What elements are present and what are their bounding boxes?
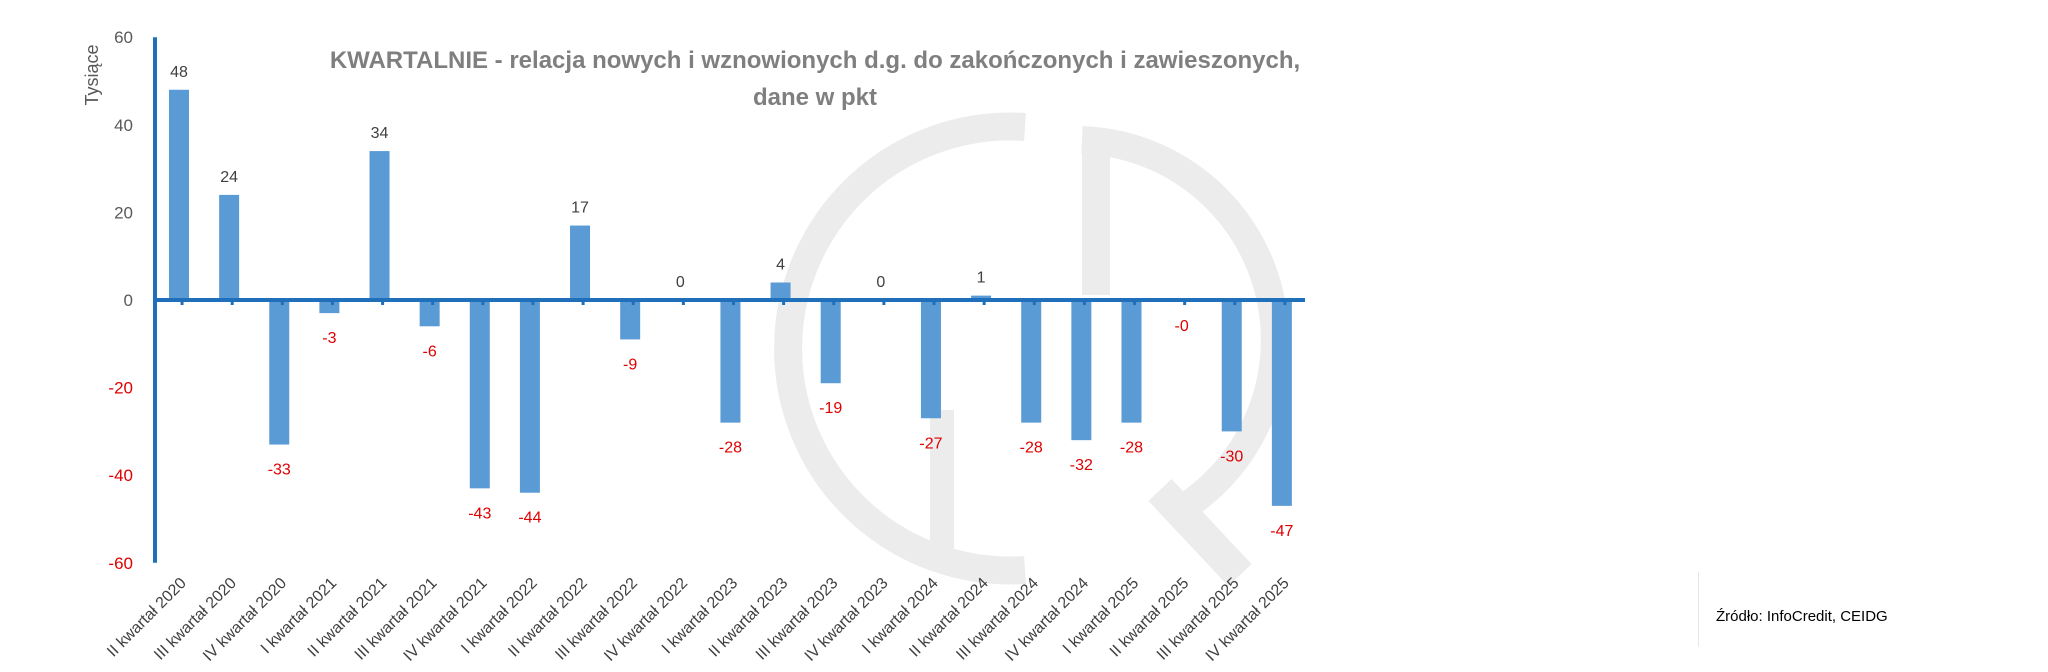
- bar: [1221, 300, 1242, 432]
- bars: [169, 89, 1292, 506]
- data-label: 0: [676, 274, 685, 291]
- bar: [820, 300, 841, 384]
- bar: [169, 89, 189, 300]
- data-label: -27: [919, 435, 942, 452]
- bar: [1121, 300, 1142, 423]
- data-label: -6: [423, 343, 437, 360]
- data-label: 48: [170, 64, 188, 81]
- data-label: 24: [220, 169, 238, 186]
- data-label: -3: [322, 330, 336, 347]
- data-label: 4: [776, 256, 785, 273]
- data-label: -0: [1174, 318, 1188, 335]
- bar: [1271, 300, 1292, 506]
- bar: [570, 225, 591, 300]
- y-tick-label: 40: [114, 116, 133, 135]
- data-label: -43: [468, 505, 491, 522]
- chart-title: KWARTALNIE - relacja nowych i wznowionyc…: [330, 47, 1300, 111]
- bar: [219, 194, 240, 300]
- watermark-logo: [774, 112, 1289, 586]
- bar: [720, 300, 741, 423]
- bar: [770, 282, 791, 300]
- y-axis-ticks: 60 40 20 0 -20 -40 -60: [108, 28, 133, 573]
- bar: [1021, 300, 1042, 423]
- data-label: -44: [518, 510, 541, 527]
- data-label: 1: [977, 270, 986, 287]
- y-axis-label: Tysiące: [82, 44, 102, 105]
- bar: [469, 300, 490, 489]
- y-tick-label: 20: [114, 203, 133, 222]
- bar: [519, 300, 540, 493]
- y-tick-label: -60: [108, 554, 133, 573]
- data-label: -28: [1020, 440, 1043, 457]
- chart-title-line: KWARTALNIE - relacja nowych i wznowionyc…: [330, 47, 1300, 74]
- source-note: Źródło: InfoCredit, CEIDG: [1716, 608, 1888, 625]
- y-tick-label: 0: [124, 291, 133, 310]
- data-label: -19: [819, 400, 842, 417]
- chart-title-line: dane w pkt: [753, 84, 877, 111]
- data-label: -9: [623, 356, 637, 373]
- data-label: 17: [571, 200, 589, 217]
- bar: [620, 300, 641, 340]
- bar: [269, 300, 290, 445]
- bar: [319, 300, 340, 314]
- data-label: -30: [1220, 448, 1243, 465]
- bar: [369, 151, 390, 300]
- data-label: -33: [268, 462, 291, 479]
- bar: [1071, 300, 1092, 441]
- y-tick-label: 60: [114, 28, 133, 47]
- data-label: 0: [876, 274, 885, 291]
- data-label: -28: [719, 440, 742, 457]
- data-label: -47: [1270, 523, 1293, 540]
- bar: [920, 300, 941, 419]
- bar: [971, 295, 992, 300]
- bar: [419, 300, 440, 327]
- data-label: -32: [1070, 457, 1093, 474]
- data-label: -28: [1120, 440, 1143, 457]
- axes: [153, 37, 1305, 563]
- data-label: 34: [371, 125, 389, 142]
- y-tick-label: -40: [108, 466, 133, 485]
- y-tick-label: -20: [108, 379, 133, 398]
- data-labels: 48 24 -33 -3 34 -6 -43 -44 17 -9 0 -28 4 -19 0 -27 1 -28 -…: [170, 64, 1293, 540]
- source-divider: [1698, 572, 1699, 647]
